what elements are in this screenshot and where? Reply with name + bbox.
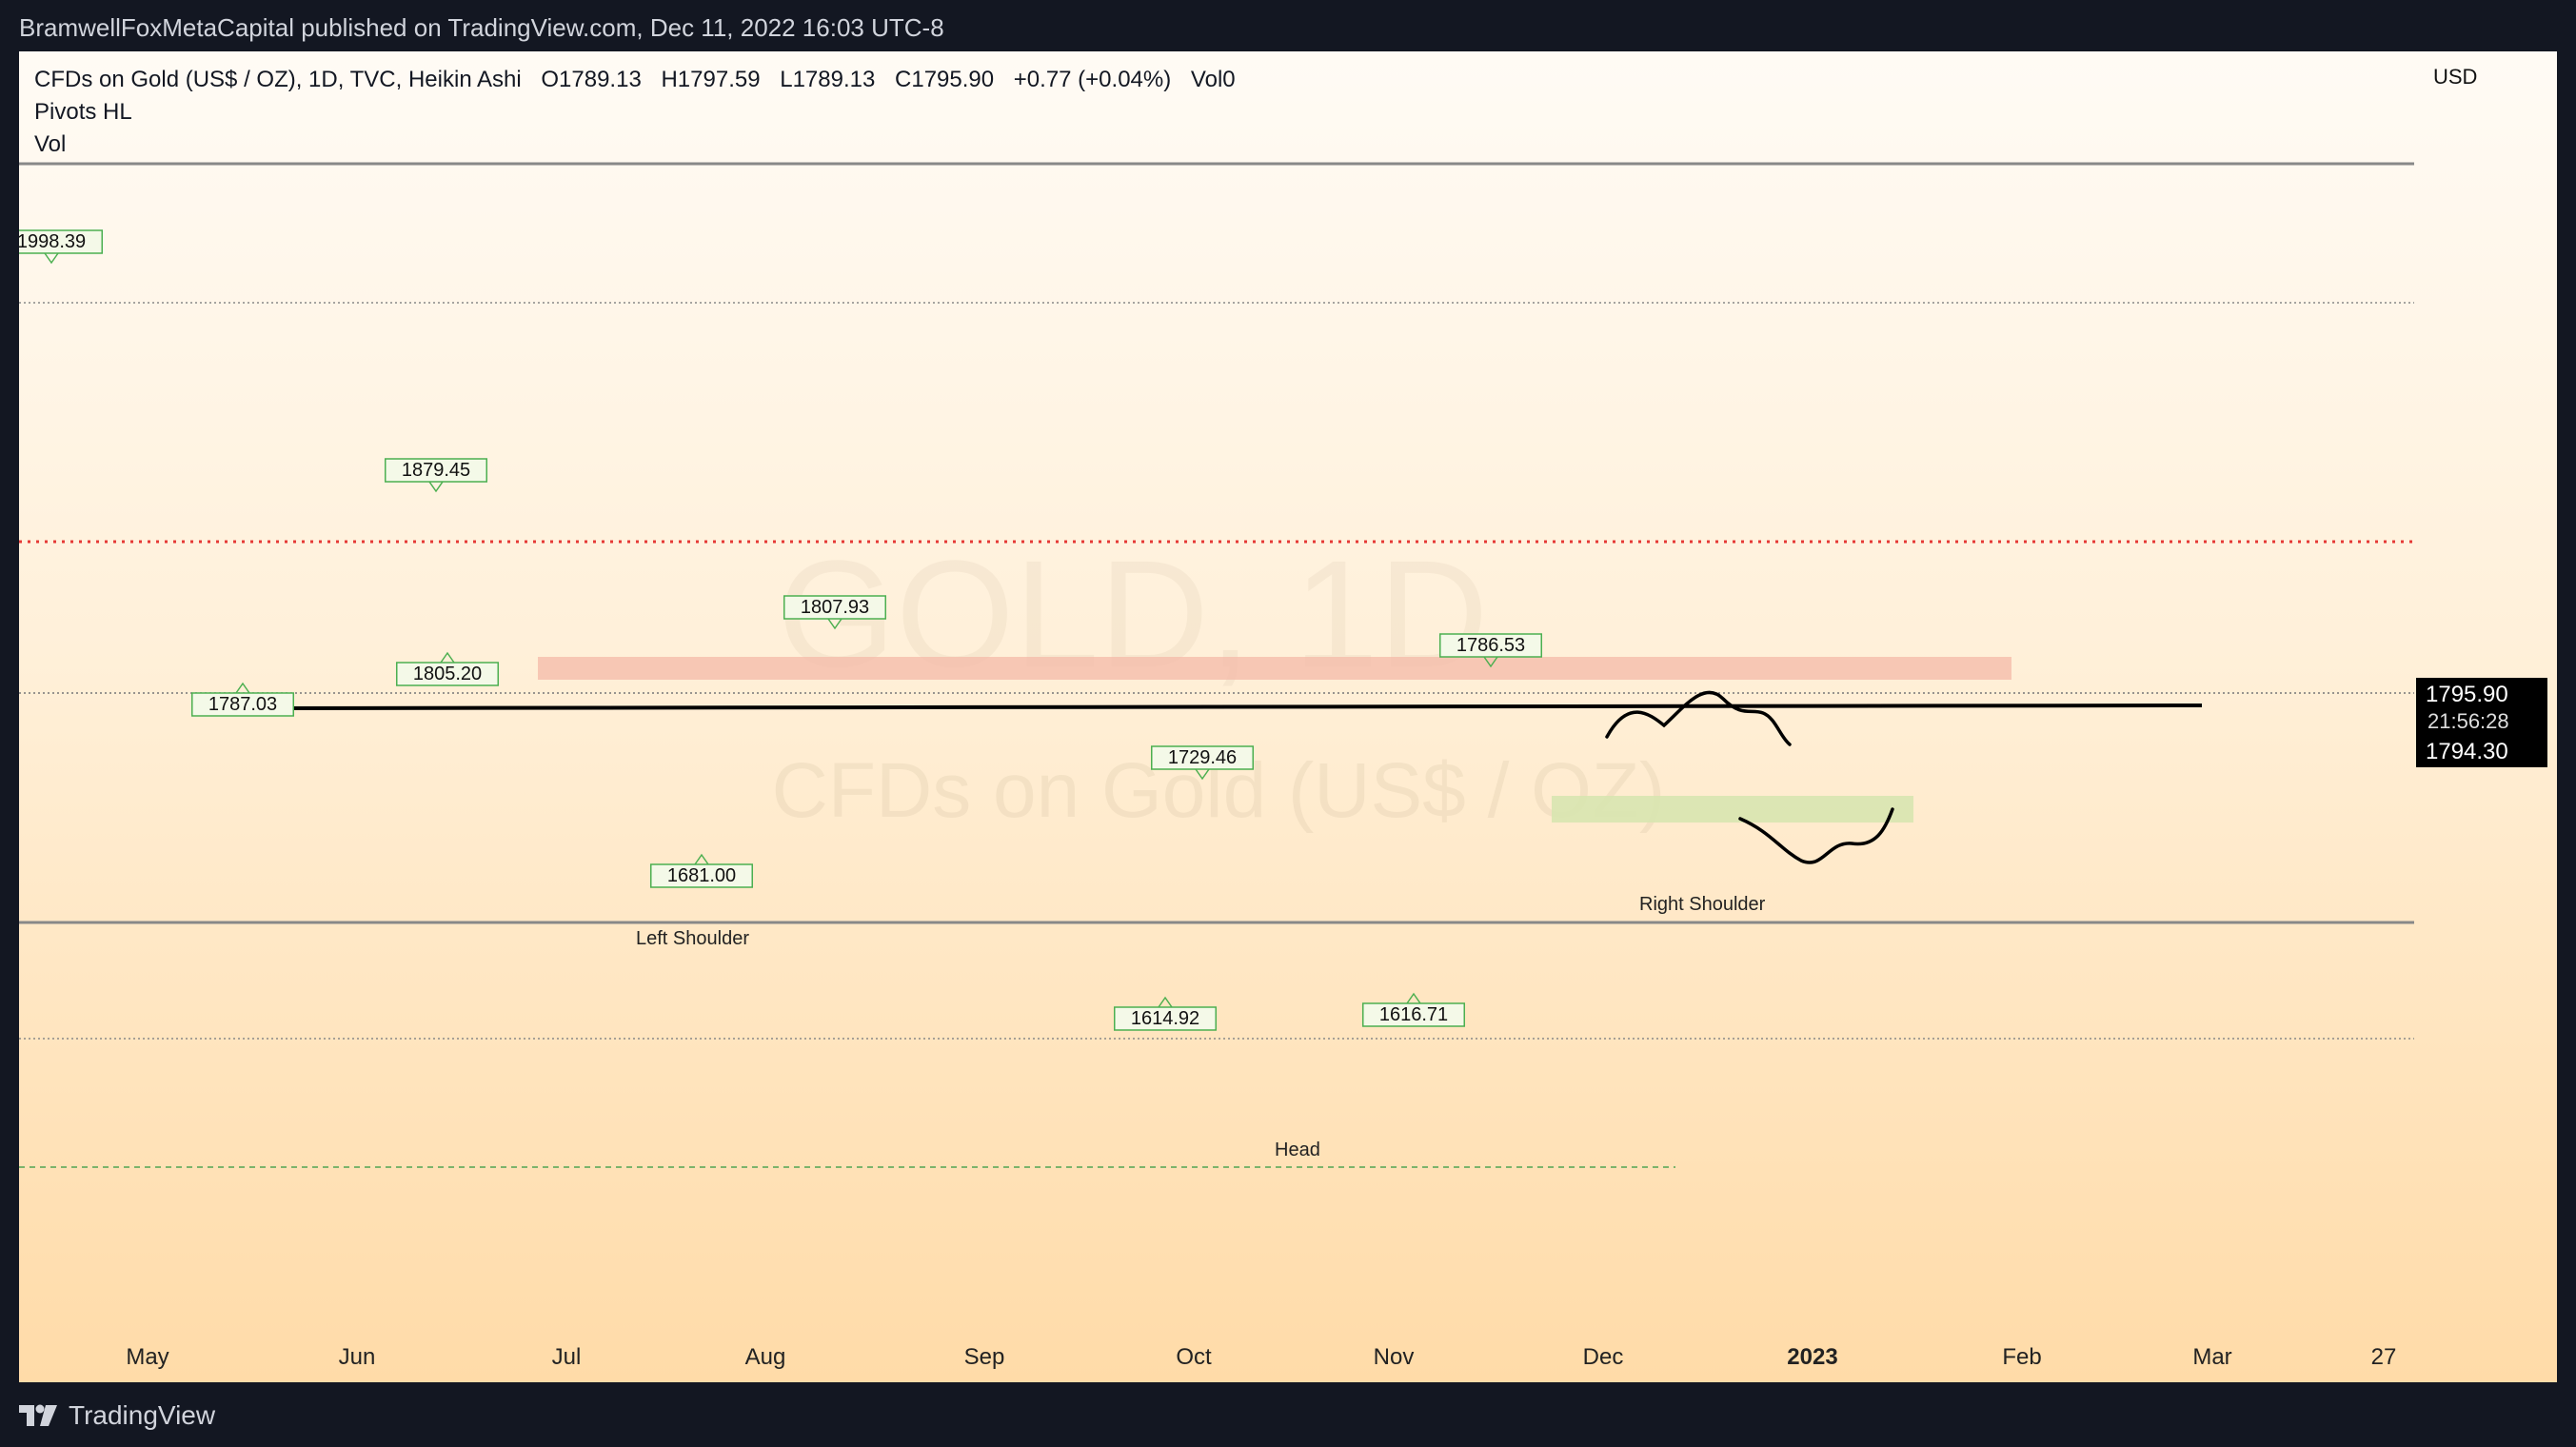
pivot-label-box[interactable] [191, 692, 294, 717]
time-axis-label: Jun [339, 1344, 376, 1370]
pivot-low-label: 1616.71 [1379, 1004, 1448, 1025]
pivot-high-label: 1879.45 [402, 460, 470, 481]
pivot-marker [1158, 996, 1173, 1008]
volume-value: Vol0 [1190, 67, 1236, 92]
low-value: L1789.13 [780, 67, 876, 92]
time-axis-label: Nov [1374, 1344, 1415, 1370]
pivot-high-label: 1729.46 [1168, 747, 1237, 768]
pivot-high-label: 1998.39 [19, 231, 86, 252]
secondary-price-value: 1794.30 [2426, 739, 2508, 764]
time-axis-label: 2023 [1787, 1344, 1837, 1370]
close-value: C1795.90 [895, 67, 995, 92]
head-label[interactable]: Head [1275, 1140, 1320, 1160]
time-axis-label: Jul [552, 1344, 582, 1370]
pivot-label-box[interactable] [1151, 745, 1254, 770]
support-zone[interactable] [1552, 796, 1913, 823]
left-shoulder-label[interactable]: Left Shoulder [636, 928, 749, 949]
pivot-marker [1406, 992, 1421, 1004]
pivot-label-box[interactable] [650, 863, 753, 888]
neckline-trendline[interactable] [256, 704, 2203, 710]
pivot-marker [1483, 656, 1498, 668]
bar-countdown: 21:56:28 [2427, 709, 2509, 733]
time-axis-label: Feb [2002, 1344, 2041, 1370]
footer-bar: TradingView [0, 1382, 2576, 1447]
pivot-label-box[interactable] [385, 458, 487, 483]
price-axis-currency: USD [2433, 65, 2477, 89]
pivot-marker [827, 618, 842, 630]
tradingview-logo[interactable]: TradingView [19, 1399, 215, 1432]
secondary-price-tag[interactable] [2416, 735, 2547, 767]
time-axis-label: Aug [745, 1344, 786, 1370]
time-axis-label: Mar [2192, 1344, 2231, 1370]
time-axis-label: Sep [964, 1344, 1005, 1370]
publisher-bar: BramwellFoxMetaCapital published on Trad… [0, 0, 2576, 51]
time-axis-label: May [126, 1344, 168, 1370]
pivot-low-label: 1805.20 [413, 664, 482, 684]
open-value: O1789.13 [541, 67, 642, 92]
last-price-value: 1795.90 [2426, 682, 2508, 707]
pivot-marker [1195, 768, 1210, 781]
change-value: +0.77 (+0.04%) [1013, 67, 1172, 92]
pivot-high-label: 1807.93 [801, 597, 869, 618]
pivot-marker [428, 481, 444, 493]
projection-curve-up[interactable] [1605, 690, 1792, 746]
time-axis-label: 27 [2371, 1344, 2397, 1370]
pivot-marker [44, 252, 59, 265]
pivot-high-label: 1786.53 [1456, 635, 1525, 656]
pivot-label-box[interactable] [396, 662, 499, 686]
time-axis-label: Dec [1583, 1344, 1624, 1370]
chart-pane[interactable]: GOLD, 1D CFDs on Gold (US$ / OZ) 1998.39 18… [19, 51, 2557, 1382]
publisher-text: BramwellFoxMetaCapital published on Trad… [19, 13, 944, 42]
resistance-zone[interactable] [538, 657, 2011, 680]
pivot-low-label: 1614.92 [1131, 1008, 1199, 1029]
symbol-name[interactable]: CFDs on Gold (US$ / OZ), 1D, TVC, Heikin… [34, 67, 522, 92]
pivot-low-label: 1787.03 [208, 694, 277, 715]
right-shoulder-label[interactable]: Right Shoulder [1639, 894, 1766, 915]
projection-curve-down[interactable] [1738, 807, 1894, 864]
indicator-pivots-hl[interactable]: Pivots HL [34, 99, 132, 125]
pivot-label-box[interactable] [783, 595, 886, 620]
pivot-marker [440, 651, 455, 664]
symbol-legend[interactable]: CFDs on Gold (US$ / OZ), 1D, TVC, Heikin… [34, 67, 1249, 93]
indicator-volume[interactable]: Vol [34, 131, 67, 157]
brand-name: TradingView [69, 1400, 216, 1430]
time-axis-label: Oct [1176, 1344, 1212, 1370]
pivot-low-label: 1681.00 [667, 865, 736, 886]
countdown-tag [2416, 706, 2547, 735]
high-value: H1797.59 [661, 67, 761, 92]
pivot-label-box[interactable] [19, 229, 103, 254]
last-price-tag[interactable] [2416, 678, 2547, 710]
pivot-label-box[interactable] [1362, 1002, 1465, 1027]
pivot-label-box[interactable] [1439, 633, 1542, 658]
tradingview-logo-icon [19, 1404, 57, 1426]
pivot-marker [694, 853, 709, 865]
pivot-marker [235, 682, 250, 694]
pivot-label-box[interactable] [1114, 1006, 1217, 1031]
